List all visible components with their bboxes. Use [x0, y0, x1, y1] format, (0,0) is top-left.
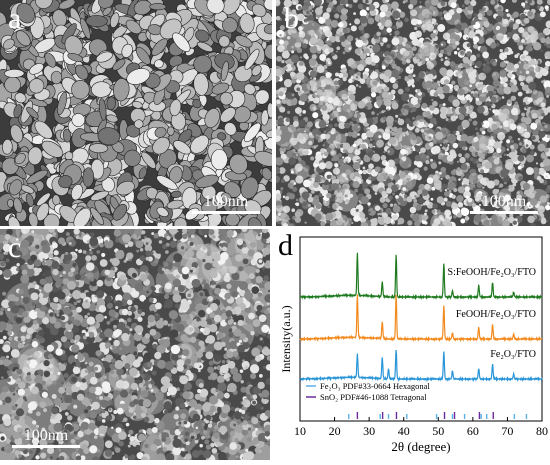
sem-panel-c: c 100nm [0, 229, 270, 460]
scale-bar-label-c: 100nm [12, 428, 80, 444]
x-tick-label: 80 [536, 424, 548, 438]
legend-entry: SnO₂ PDF#46-1088 Tetragonal [320, 392, 427, 402]
x-tick-label: 70 [501, 424, 513, 438]
panel-label-b: b [284, 4, 299, 34]
scale-bar-c: 100nm [12, 428, 80, 448]
scale-bar-a: 100nm [192, 194, 260, 214]
series-label: S:FeOOH/Fe₂O₃/FTO [448, 267, 536, 278]
series-label: Fe₂O₃/FTO [490, 349, 536, 360]
xrd-panel-d: 10 20 30 40 50 60 70 80 2θ (degree) Intensity(a.u… [272, 229, 550, 460]
x-tick-label: 40 [398, 424, 410, 438]
x-tick-label: 10 [294, 424, 306, 438]
y-axis-label: Intensity(a.u.) [279, 305, 293, 372]
scale-bar-label-a: 100nm [192, 194, 260, 210]
x-tick-label: 50 [432, 424, 444, 438]
legend-entry: Fe₂O₃ PDF#33-0664 Hexagonal [320, 381, 430, 391]
sem-texture [0, 229, 270, 460]
sem-panel-a: a 100nm [0, 0, 272, 226]
x-axis-label: 2θ (degree) [391, 439, 450, 454]
panel-label-a: a [8, 4, 21, 34]
panel-label-c: c [8, 233, 21, 263]
sem-image-c [0, 229, 270, 460]
x-tick-label: 60 [467, 424, 479, 438]
scale-bar-label-b: 100nm [470, 194, 538, 210]
series-label: FeOOH/Fe₂O₃/FTO [456, 309, 536, 320]
sem-panel-b: b 100nm [276, 0, 550, 226]
panel-label-d: d [278, 231, 293, 261]
scale-bar-b: 100nm [470, 194, 538, 214]
xrd-chart: 10 20 30 40 50 60 70 80 2θ (degree) Intensity(a.u… [272, 229, 550, 460]
x-tick-label: 30 [363, 424, 375, 438]
x-tick-label: 20 [329, 424, 341, 438]
